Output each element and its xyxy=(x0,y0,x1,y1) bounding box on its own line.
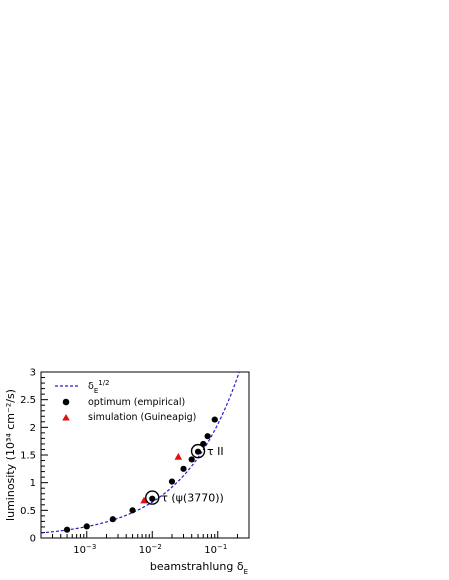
empirical-point xyxy=(211,416,218,423)
legend-label-curve-base: δ xyxy=(88,381,94,392)
x-tick-label: 10−3 xyxy=(73,543,96,556)
y-axis-title: luminosity (10³⁴ cm⁻²/s) xyxy=(4,389,17,521)
empirical-point xyxy=(188,456,195,463)
x-axis: 10−3 10−2 10−1 xyxy=(40,531,238,556)
x-tick-label-base: 10 xyxy=(139,545,152,556)
x-axis-title-sub: E xyxy=(244,568,248,576)
legend-label-curve-sup: 1/2 xyxy=(98,379,109,387)
legend: δE1/2 optimum (empirical) simulation (Gu… xyxy=(55,379,196,423)
y-tick-label: 1 xyxy=(30,478,36,489)
points-layer xyxy=(63,416,218,533)
legend-label-curve-sub: E xyxy=(94,387,98,395)
empirical-point xyxy=(194,448,202,455)
y-tick-label: 2 xyxy=(30,423,36,434)
legend-empirical-swatch xyxy=(62,398,70,406)
empirical-point xyxy=(149,495,156,502)
annotation-layer: τ (ψ(3770)) τ II xyxy=(145,443,224,505)
x-axis-title: beamstrahlung δE xyxy=(150,560,248,576)
x-tick-label-exponent: −3 xyxy=(86,543,96,551)
x-tick-label-exponent: −2 xyxy=(151,543,161,551)
x-tick-label-exponent: −1 xyxy=(217,543,227,551)
empirical-point xyxy=(168,478,176,485)
x-tick-label: 10−2 xyxy=(139,543,162,556)
curve-layer xyxy=(40,371,240,534)
x-axis-title-main: beamstrahlung δ xyxy=(150,560,244,573)
annotation-label: τ II xyxy=(207,445,224,458)
empirical-point xyxy=(129,507,136,514)
empirical-point xyxy=(63,526,71,533)
simulation-point xyxy=(140,496,148,504)
legend-simulation-swatch xyxy=(62,414,70,421)
empirical-point xyxy=(204,433,211,440)
y-tick-label: 0.5 xyxy=(20,506,36,517)
empirical-point xyxy=(109,516,116,523)
y-tick-label: 3 xyxy=(30,368,36,379)
x-tick-label: 10−1 xyxy=(204,543,227,556)
x-tick-label-base: 10 xyxy=(73,545,86,556)
y-tick-label: 1.5 xyxy=(20,451,36,462)
x-tick-label-base: 10 xyxy=(204,545,217,556)
legend-label-empirical: optimum (empirical) xyxy=(88,397,185,408)
y-axis: 0 0.5 1 1.5 2 2.5 3 xyxy=(20,368,48,545)
empirical-point xyxy=(180,465,187,472)
annotation-ring xyxy=(145,490,160,505)
empirical-point xyxy=(83,523,90,530)
series-curve-line xyxy=(40,371,240,534)
legend-label-simulation: simulation (Guineapig) xyxy=(88,412,196,423)
y-tick-label: 2.5 xyxy=(20,395,36,406)
annotation-ring xyxy=(190,443,206,459)
annotation-label: τ (ψ(3770)) xyxy=(161,492,224,505)
legend-label-curve: δE1/2 xyxy=(88,379,110,395)
simulation-point xyxy=(174,452,183,460)
y-tick-label: 0 xyxy=(30,534,36,545)
